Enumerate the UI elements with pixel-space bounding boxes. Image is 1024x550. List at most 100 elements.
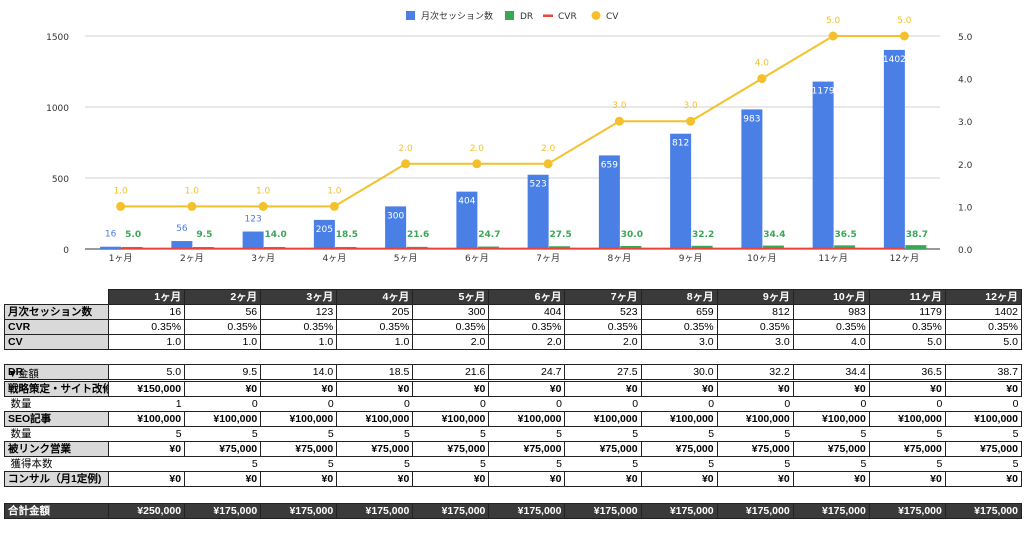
x-tick-label: 5ヶ月 — [394, 253, 418, 264]
dr-data-label: 34.4 — [763, 230, 785, 240]
strategy-cell: ¥0 — [944, 381, 1022, 397]
session-data-label: 1402 — [883, 55, 906, 65]
session-bar — [456, 191, 478, 249]
consult-cell: ¥0 — [640, 471, 718, 487]
strategy_qty-cell: 0 — [936, 398, 943, 410]
dr-cell: 36.5 — [868, 364, 946, 380]
dr-cell: 21.6 — [412, 364, 490, 380]
strategy-cell: ¥0 — [184, 381, 262, 397]
total-cell: ¥175,000 — [944, 503, 1022, 519]
seo-cell: ¥100,000 — [564, 411, 642, 427]
y-left-tick-label: 0 — [63, 246, 69, 256]
cvr-cell: 0.35% — [336, 319, 414, 335]
seo_qty-cell: 5 — [251, 428, 258, 440]
session-bar — [883, 49, 905, 249]
x-tick-label: 8ヶ月 — [608, 253, 632, 264]
strategy_qty-cell: 0 — [480, 398, 486, 410]
seo-cell: ¥100,000 — [716, 411, 794, 427]
seo-cell: ¥100,000 — [868, 411, 946, 427]
strategy_qty-cell: 0 — [251, 398, 258, 410]
cv-cell: 2.0 — [412, 334, 490, 350]
month-header: 8ヶ月 — [640, 289, 718, 305]
table-row: 獲得本数 5 5 5 5 5 5 5 5 5 5 5 — [5, 457, 1022, 472]
strategy_qty-cell: 0 — [556, 398, 562, 410]
strategy-cell: ¥0 — [868, 381, 946, 397]
link_qty-cell: 5 — [860, 458, 867, 470]
x-tick-label: 9ヶ月 — [679, 253, 703, 264]
consult-cell: ¥0 — [792, 471, 870, 487]
y-left-tick-label: 1000 — [46, 104, 69, 114]
consult-cell: ¥0 — [107, 471, 186, 487]
cvr-cell: 0.35% — [260, 319, 338, 335]
cvr-cell: 0.35% — [184, 319, 262, 335]
session-bar — [741, 109, 763, 249]
seo-cell: ¥100,000 — [944, 411, 1022, 427]
consult-cell: ¥0 — [488, 471, 566, 487]
table-row: 数量 1 0 0 0 0 0 0 0 0 0 0 0 — [5, 397, 1022, 412]
link_qty-cell — [109, 457, 185, 472]
link-label: 被リンク営業 — [4, 441, 109, 457]
session-data-label: 1179 — [812, 87, 835, 97]
seo_qty-cell: 5 — [708, 428, 715, 440]
session-bar — [385, 206, 407, 249]
dr-cell: 5.0 — [107, 364, 186, 380]
total-cell: ¥175,000 — [792, 503, 870, 519]
strategy_qty-cell: 0 — [632, 398, 639, 410]
month-header: 10ヶ月 — [792, 289, 870, 305]
session-data-label: 56 — [176, 224, 188, 234]
sessions-cell: 123 — [260, 304, 338, 320]
seo_qty-label: 数量 — [10, 428, 32, 440]
y-right-tick-label: 4.0 — [958, 76, 973, 86]
link-cell: ¥75,000 — [412, 441, 490, 457]
section-label: ▼金額 — [7, 368, 39, 380]
strategy-cell: ¥0 — [412, 381, 490, 397]
dr-data-label: 27.5 — [550, 230, 572, 240]
dr-bar — [691, 245, 713, 249]
table-row: DR 5.0 9.5 14.0 18.5 21.6 24.7 27.5 30.0 32.2 34.4… — [4, 364, 1022, 380]
session-data-label: 983 — [743, 114, 760, 124]
seo-cell: ¥100,000 — [260, 411, 338, 427]
dr-cell: 27.5 — [564, 364, 642, 380]
cv-data-label: 2.0 — [541, 144, 556, 154]
cv-cell: 1.0 — [336, 334, 414, 350]
legend-swatch — [543, 14, 553, 17]
cv-cell: 2.0 — [488, 334, 566, 350]
dr-cell: 34.4 — [792, 364, 870, 380]
seo_qty-cell: 5 — [936, 428, 943, 440]
cvr-cell: 0.35% — [412, 319, 490, 335]
table-row: CV 1.0 1.0 1.0 1.0 2.0 2.0 2.0 3.0 3.0 4.0 5.0 5.0 — [4, 334, 1022, 350]
dr-data-label: 38.7 — [906, 230, 928, 240]
cvr-cell: 0.35% — [716, 319, 794, 335]
dr-bar — [620, 246, 642, 249]
strategy-cell: ¥0 — [260, 381, 338, 397]
table-row: SEO記事 ¥100,000 ¥100,000 ¥100,000 ¥100,000 ¥10… — [4, 411, 1022, 427]
sessions-cell: 300 — [412, 304, 490, 320]
strategy_qty-cell: 0 — [327, 398, 334, 410]
session-bar — [670, 133, 692, 249]
link-cell: ¥75,000 — [944, 441, 1022, 457]
cv-data-label: 1.0 — [256, 186, 271, 196]
spacer — [5, 350, 1022, 365]
dr-data-label: 5.0 — [125, 230, 141, 240]
cv-point — [187, 201, 197, 211]
cv-point — [686, 116, 696, 126]
cv-cell: 1.0 — [107, 334, 186, 350]
dr-cell: 32.2 — [716, 364, 794, 380]
link_qty-cell: 5 — [556, 458, 562, 470]
session-data-label: 300 — [387, 211, 404, 221]
cv-point — [401, 159, 411, 169]
table-row: 被リンク営業 ¥0 ¥75,000 ¥75,000 ¥75,000 ¥75,000 ¥75,… — [4, 441, 1022, 457]
seo_qty-cell: 5 — [403, 428, 410, 440]
cv-label: CV — [4, 334, 109, 350]
sessions-cell: 205 — [336, 304, 414, 320]
link_qty-cell: 5 — [251, 458, 258, 470]
total-cell: ¥175,000 — [260, 503, 338, 519]
sessions-label: 月次セッション数 — [4, 304, 109, 320]
cv-line — [120, 35, 905, 208]
cv-cell: 1.0 — [260, 334, 338, 350]
sessions-cell: 404 — [488, 304, 566, 320]
cv-data-label: 4.0 — [755, 59, 770, 69]
strategy-label: 戦略策定・サイト改修 — [4, 381, 109, 397]
total-cell: ¥175,000 — [184, 503, 262, 519]
seo-cell: ¥100,000 — [184, 411, 262, 427]
